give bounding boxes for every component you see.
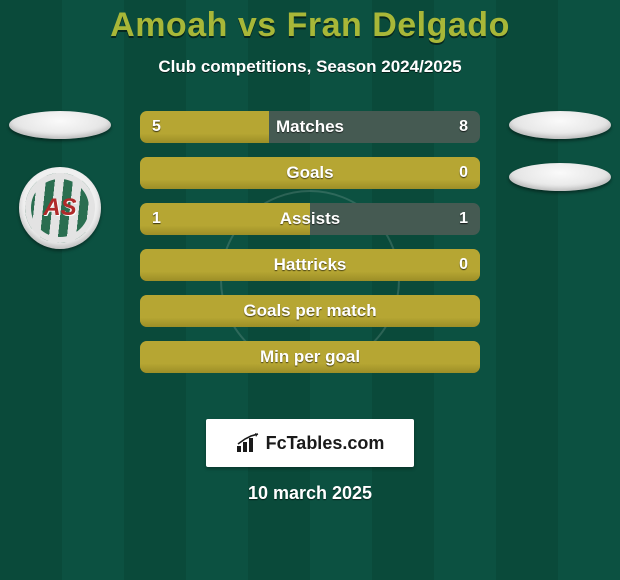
stat-bar: Goals0 [140, 157, 480, 189]
stat-bar-track [140, 203, 480, 235]
left-club-crest: AS [19, 167, 101, 249]
stat-bar-track [140, 341, 480, 373]
comparison-subtitle: Club competitions, Season 2024/2025 [0, 57, 620, 77]
comparison-title: Amoah vs Fran Delgado [0, 6, 620, 45]
stat-bar: Min per goal [140, 341, 480, 373]
fctables-mark-icon [236, 433, 260, 453]
snapshot-date: 10 march 2025 [0, 483, 620, 504]
stat-bar-left-fill [140, 111, 269, 143]
left-player-column: AS [0, 111, 120, 249]
crest-letters: AS [25, 173, 95, 243]
stat-bar-right-fill [269, 111, 480, 143]
stat-bar-left-fill [140, 249, 480, 281]
stat-bar-track [140, 295, 480, 327]
left-player-badge-placeholder [9, 111, 111, 139]
stat-bar: Goals per match [140, 295, 480, 327]
stat-bar-left-fill [140, 157, 480, 189]
right-player-badge-placeholder [509, 111, 611, 139]
stat-bar-left-fill [140, 295, 480, 327]
stat-bar-track [140, 249, 480, 281]
source-logo-text: FcTables.com [266, 433, 385, 454]
content-wrapper: Amoah vs Fran Delgado Club competitions,… [0, 0, 620, 580]
bars-container: Matches58 Goals0 Assists11 Hattricks0 Goals … [140, 111, 480, 373]
right-player-column [500, 111, 620, 191]
source-logo-box: FcTables.com [206, 419, 414, 467]
stat-bar: Matches58 [140, 111, 480, 143]
chart-area: AS Matches58 Goals0 Assists11 Hattricks0 Goa… [0, 111, 620, 401]
right-club-badge-placeholder [509, 163, 611, 191]
stat-bar-track [140, 157, 480, 189]
stat-bar-track [140, 111, 480, 143]
stat-bar: Assists11 [140, 203, 480, 235]
stat-bar-left-fill [140, 341, 480, 373]
stat-bar: Hattricks0 [140, 249, 480, 281]
stat-bar-left-fill [140, 203, 310, 235]
stat-bar-right-fill [310, 203, 480, 235]
